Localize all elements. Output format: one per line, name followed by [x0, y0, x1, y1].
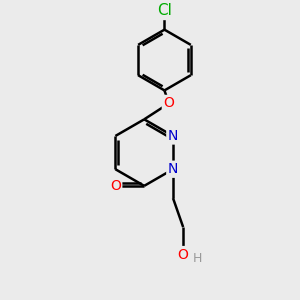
Text: N: N: [168, 162, 178, 176]
Text: O: O: [178, 248, 189, 262]
Text: Cl: Cl: [157, 3, 172, 18]
Text: N: N: [168, 129, 178, 143]
Text: O: O: [110, 179, 121, 193]
Text: H: H: [192, 252, 202, 266]
Text: O: O: [164, 96, 174, 110]
